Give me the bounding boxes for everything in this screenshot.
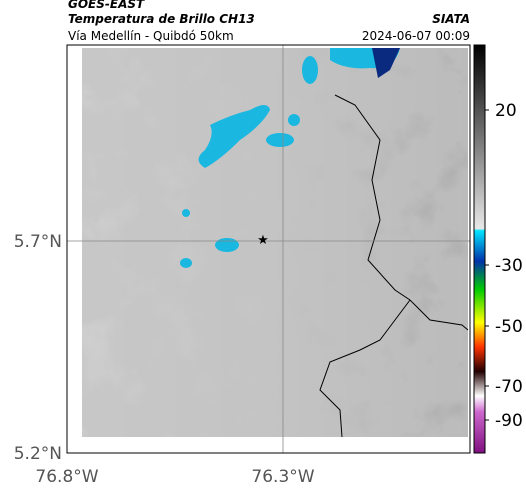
map: ★: [66, 44, 471, 454]
lon-label: 76.8°W: [35, 467, 98, 487]
subtitle: Vía Medellín - Quibdó 50km: [68, 29, 234, 43]
lon-label: 76.3°W: [251, 467, 314, 487]
lat-label: 5.2°N: [14, 444, 62, 464]
lat-label: 5.7°N: [14, 232, 62, 252]
colorbar-tick-label: -30: [495, 256, 523, 276]
map-frame: [66, 44, 471, 454]
timestamp: 2024-06-07 00:09: [362, 29, 470, 43]
colorbar-ticks: 20 -30 -50 -70 -90: [485, 101, 523, 431]
deep-cloud: [372, 48, 400, 78]
title: Temperatura de Brillo CH13: [68, 12, 255, 26]
imagery-texture: [82, 48, 468, 437]
colorbar-tick-label: 20: [495, 101, 517, 121]
coastline: [319, 94, 469, 438]
source: GOES-EAST: [68, 0, 145, 11]
colorbar-tick-label: -50: [495, 317, 523, 337]
colorbar-tick-label: -70: [495, 377, 523, 397]
colorbar-tick-label: -90: [495, 411, 523, 431]
agency: SIATA: [432, 12, 470, 26]
location-marker: ★: [257, 233, 269, 248]
colorbar: [473, 44, 486, 454]
